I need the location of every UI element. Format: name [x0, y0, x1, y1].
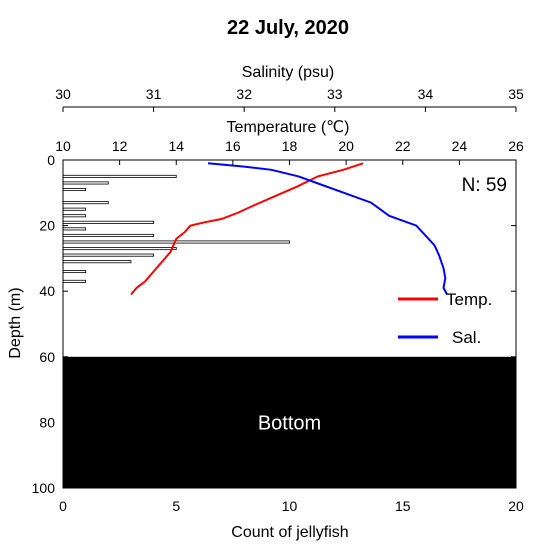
temperature-tick-label: 24	[452, 138, 468, 154]
jellyfish-bar	[62, 253, 154, 257]
temperature-tick-label: 14	[168, 138, 184, 154]
jellyfish-bar	[62, 188, 87, 192]
y-tick-label: 60	[39, 349, 55, 365]
y-tick-label: 20	[39, 218, 55, 234]
y-tick-label: 80	[39, 414, 55, 430]
legend: Temp. Sal.	[398, 290, 492, 347]
legend-temp-label: Temp.	[446, 290, 492, 309]
temperature-tick-label: 12	[112, 138, 128, 154]
chart-title: 22 July, 2020	[227, 17, 349, 39]
salinity-axis-title: Salinity (psu)	[242, 64, 334, 81]
temperature-tick-label: 20	[338, 138, 354, 154]
jellyfish-bar	[62, 214, 87, 218]
salinity-tick-label: 33	[327, 86, 343, 102]
y-tick-label: 100	[32, 480, 56, 496]
jellyfish-bar	[62, 174, 177, 178]
jellyfish-bar	[62, 247, 177, 251]
salinity-tick-label: 31	[146, 86, 162, 102]
salinity-tick-label: 32	[236, 86, 252, 102]
jellyfish-bar	[62, 270, 87, 274]
salinity-line	[207, 162, 448, 295]
jellyfish-bar	[62, 227, 87, 231]
y-tick-label: 0	[47, 152, 55, 168]
jellyfish-bar	[62, 260, 132, 264]
count-tick-label: 15	[395, 498, 411, 514]
jellyfish-bar	[62, 181, 109, 185]
profile-lines	[130, 162, 448, 296]
jellyfish-bars	[62, 174, 290, 283]
jellyfish-bar	[62, 207, 87, 211]
bottom-region: Bottom	[63, 356, 516, 488]
count-axis-title: Count of jellyfish	[231, 524, 348, 541]
temperature-tick-label: 22	[395, 138, 411, 154]
legend-sal-label: Sal.	[452, 328, 481, 347]
salinity-tick-label: 30	[55, 86, 71, 102]
jellyfish-bar	[62, 233, 154, 237]
temperature-tick-label: 10	[55, 138, 71, 154]
count-tick-label: 20	[508, 498, 524, 514]
count-tick-label: 0	[59, 498, 67, 514]
jellyfish-bar	[62, 220, 154, 224]
sample-size-annotation: N: 59	[462, 175, 507, 196]
temperature-tick-label: 26	[508, 138, 524, 154]
temperature-tick-label: 16	[225, 138, 241, 154]
jellyfish-bar	[62, 279, 87, 283]
temperature-axis-title: Temperature (℃)	[227, 119, 350, 136]
salinity-tick-label: 34	[418, 86, 434, 102]
count-tick-label: 5	[172, 498, 180, 514]
bottom-label: Bottom	[258, 412, 321, 434]
temperature-tick-label: 18	[282, 138, 298, 154]
jellyfish-bar	[62, 201, 109, 205]
count-tick-label: 10	[282, 498, 298, 514]
bottom-block	[63, 356, 516, 488]
y-tick-label: 40	[39, 283, 55, 299]
temperature-line	[130, 162, 364, 296]
salinity-tick-label: 35	[508, 86, 524, 102]
depth-axis-title: Depth (m)	[7, 287, 24, 358]
